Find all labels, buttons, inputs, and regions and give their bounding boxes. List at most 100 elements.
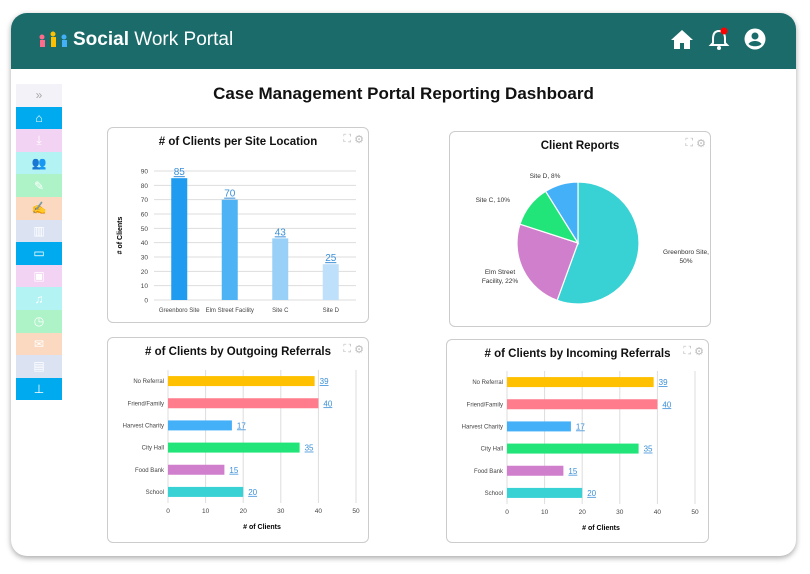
pie-slice — [556, 181, 640, 305]
chart-title: Client Reports — [540, 140, 620, 152]
settings-gear-icon[interactable]: ⚙ — [696, 138, 706, 150]
bar — [168, 464, 225, 475]
brand-logo[interactable]: Social Work Portal — [37, 29, 233, 51]
expand-icon[interactable]: ⛶ — [343, 343, 352, 355]
bar — [507, 377, 654, 388]
sidebar-item-mail[interactable]: ✉ — [16, 332, 62, 356]
sidebar-item-user-edit[interactable]: ✍ — [16, 196, 62, 220]
bar-chart-icon: ▥ — [33, 223, 45, 238]
sidebar-item-id-badge[interactable]: ▤ — [16, 355, 62, 378]
sidebar-item-contact-card[interactable]: ▣ — [16, 264, 62, 288]
y-tick-label: City Hall — [481, 447, 503, 453]
y-tick-label: No Referral — [472, 380, 503, 386]
y-tick-label: 70 — [141, 197, 149, 204]
id-badge-icon: ▤ — [33, 359, 45, 374]
data-label: 20 — [248, 488, 257, 497]
sidebar-item-org-chart[interactable]: ⊥ — [16, 377, 62, 401]
pie-slice — [516, 223, 579, 302]
page-title: Case Management Portal Reporting Dashboa… — [213, 84, 594, 103]
home-icon[interactable] — [670, 28, 694, 50]
x-tick-label: 40 — [654, 509, 662, 516]
bar — [507, 421, 571, 432]
settings-gear-icon[interactable]: ⚙ — [694, 346, 704, 358]
data-label: 39 — [320, 377, 329, 386]
bar — [221, 199, 238, 300]
settings-gear-icon[interactable]: ⚙ — [354, 134, 364, 146]
y-tick-label: 0 — [144, 298, 148, 305]
calendar-edit-icon: ✎ — [33, 178, 45, 193]
sidebar-item-bell[interactable]: ♫ — [16, 287, 62, 310]
pie-label: Site C, 10% — [476, 197, 511, 204]
data-label: 20 — [587, 489, 596, 498]
bell-icon: ♫ — [34, 291, 44, 306]
sidebar-item-folder[interactable]: ▭ — [16, 242, 62, 265]
sidebar-item-calendar-edit[interactable]: ✎ — [16, 174, 62, 197]
data-label: 85 — [174, 167, 186, 178]
bar — [168, 442, 300, 453]
y-tick-label: Harvest Charity — [462, 424, 503, 430]
bar — [507, 399, 658, 410]
bar — [507, 465, 564, 476]
chart-outgoing-referrals: 0 10 20 30 40 50 39 No Referral 40 Friend/Family 1… — [123, 370, 360, 531]
y-tick-label: City Hall — [142, 446, 164, 452]
y-tick-label: Friend/Family — [128, 401, 164, 407]
mail-icon: ✉ — [33, 336, 45, 351]
y-tick-label: Friend/Family — [467, 402, 503, 408]
chart-card-incoming-referrals: # of Clients by Incoming Referrals ⛶ ⚙ 0 1… — [446, 339, 709, 543]
y-tick-label: 10 — [141, 283, 149, 290]
contact-card-icon: ▣ — [33, 269, 45, 284]
brand-name-rest: Work Portal — [128, 29, 234, 50]
expand-icon[interactable]: ⛶ — [343, 133, 352, 145]
x-tick-label: 0 — [505, 509, 509, 516]
settings-gear-icon[interactable]: ⚙ — [354, 344, 364, 356]
y-tick-label: Food Bank — [135, 468, 165, 474]
sidebar-item-expand-chevrons[interactable]: » — [16, 84, 62, 107]
y-tick-label: No Referral — [133, 379, 164, 385]
bar — [272, 238, 289, 300]
x-tick-label: 30 — [616, 509, 624, 516]
users-icon: 👥 — [31, 156, 47, 171]
y-tick-label: Harvest Charity — [123, 423, 164, 429]
x-tick-label: 40 — [315, 508, 323, 515]
bell-icon[interactable] — [708, 27, 730, 51]
bar — [507, 487, 583, 498]
y-tick-label: School — [485, 491, 503, 497]
y-tick-label: 90 — [141, 169, 149, 176]
calendar-clock-icon: ◷ — [33, 314, 45, 329]
sidebar-item-calendar-clock[interactable]: ◷ — [16, 309, 62, 333]
pie-slice — [544, 181, 579, 246]
expand-icon[interactable]: ⛶ — [683, 345, 692, 357]
sidebar-item-users[interactable]: 👥 — [16, 151, 62, 175]
brand-name-bold: Social — [73, 29, 129, 50]
y-tick-label: 20 — [141, 269, 149, 276]
expand-icon[interactable]: ⛶ — [685, 137, 694, 149]
folder-icon: ▭ — [33, 246, 45, 261]
x-tick-label: 10 — [541, 509, 549, 516]
sidebar-item-bar-chart[interactable]: ▥ — [16, 219, 62, 243]
x-tick-label: 20 — [579, 509, 587, 516]
x-tick-label: Site C — [272, 308, 289, 314]
data-label: 25 — [325, 253, 337, 264]
y-tick-label: 80 — [141, 183, 149, 190]
chart-card-site-location: # of Clients per Site Location ⛶ ⚙ 0 10 20 3… — [107, 127, 369, 323]
y-tick-label: 30 — [141, 255, 149, 262]
notification-dot — [720, 27, 728, 35]
x-tick-label: Greenboro Site — [159, 308, 200, 314]
data-label: 40 — [323, 399, 332, 408]
data-label: 17 — [237, 421, 246, 430]
data-label: 70 — [224, 189, 236, 200]
user-account-icon[interactable] — [744, 28, 766, 50]
pie-label: Elm Street Facility, 22% — [482, 269, 519, 285]
bar — [168, 376, 315, 387]
chart-card-outgoing-referrals: # of Clients by Outgoing Referrals ⛶ ⚙ 0 1… — [107, 337, 369, 543]
home-icon: ⌂ — [35, 110, 43, 125]
sidebar-item-home[interactable]: ⌂ — [16, 106, 62, 130]
x-tick-label: 30 — [277, 508, 285, 515]
x-axis-label: # of Clients — [582, 525, 620, 532]
x-tick-label: Elm Street Facility — [206, 308, 254, 314]
sidebar-item-download[interactable]: ⤓ — [16, 129, 62, 152]
data-label: 15 — [229, 466, 238, 475]
pie-label: Site D, 8% — [530, 173, 561, 180]
y-tick-label: 50 — [141, 226, 149, 233]
expand-chevrons-icon: » — [35, 88, 43, 103]
